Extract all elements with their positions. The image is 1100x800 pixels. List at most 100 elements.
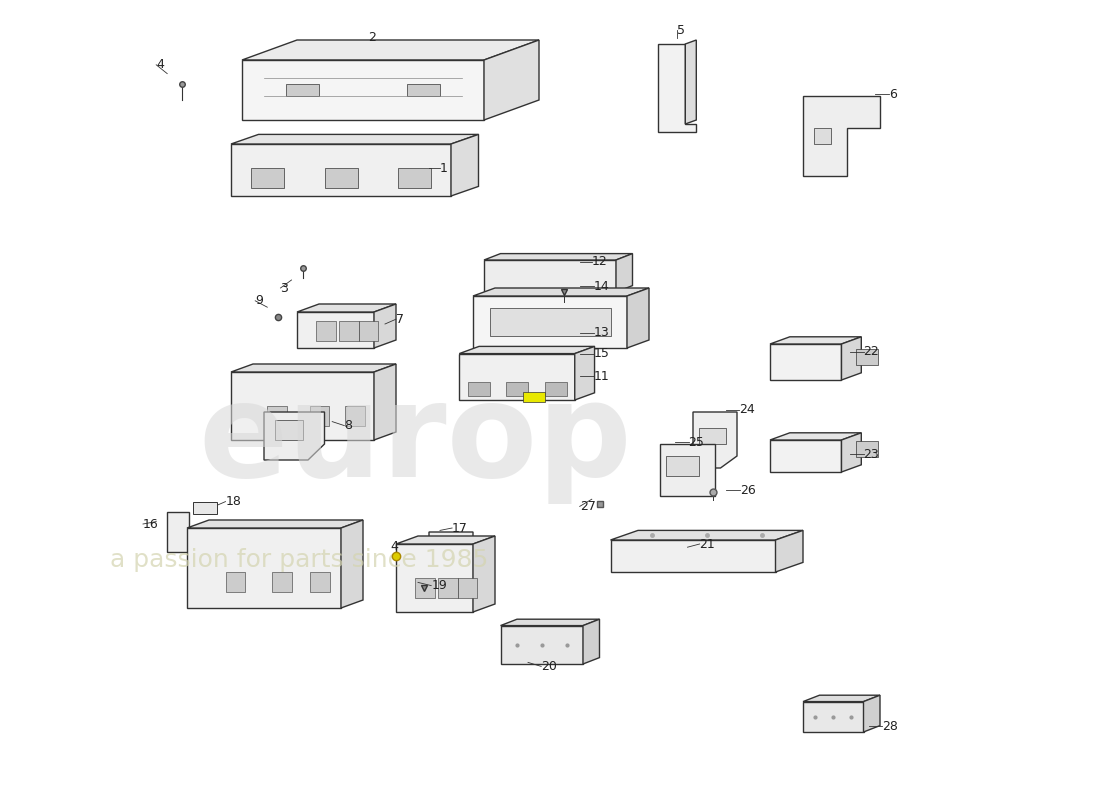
Polygon shape [484,254,632,260]
Polygon shape [842,337,861,380]
Bar [814,128,830,144]
Text: 14: 14 [594,280,609,293]
Bar [339,321,359,341]
Bar [226,572,245,592]
Bar [251,169,284,189]
Text: 15: 15 [594,347,609,360]
Polygon shape [484,40,539,120]
Bar [856,441,878,457]
Text: 26: 26 [740,484,756,497]
Bar [266,406,286,426]
Polygon shape [374,364,396,440]
Polygon shape [396,544,473,612]
Polygon shape [864,695,880,732]
Polygon shape [451,134,478,196]
Polygon shape [610,530,803,540]
Bar [506,382,528,396]
Text: 20: 20 [541,660,557,673]
Bar [310,572,330,592]
Text: 3: 3 [280,282,288,294]
Text: 2: 2 [368,31,376,44]
Polygon shape [341,520,363,608]
Text: 11: 11 [594,370,609,382]
Polygon shape [460,354,574,400]
Polygon shape [574,346,594,400]
Polygon shape [242,40,539,60]
Polygon shape [660,444,715,496]
Text: 28: 28 [882,720,898,733]
Polygon shape [803,702,864,732]
Text: 16: 16 [143,518,158,530]
Polygon shape [616,254,632,292]
Polygon shape [803,695,880,702]
Text: 24: 24 [739,403,755,416]
Polygon shape [473,536,495,612]
Bar [416,578,436,598]
Polygon shape [500,619,600,626]
Bar [468,382,490,396]
Polygon shape [583,619,600,664]
Polygon shape [231,364,396,372]
Polygon shape [803,96,880,176]
Polygon shape [429,532,473,596]
Polygon shape [231,134,478,144]
Bar [666,456,698,476]
Text: 13: 13 [594,326,609,339]
Text: 19: 19 [431,579,447,592]
Bar [544,382,566,396]
Bar [407,83,440,96]
Text: 17: 17 [452,522,468,534]
Text: 23: 23 [864,448,879,461]
Bar [438,578,458,598]
Text: 9: 9 [255,294,263,307]
Polygon shape [231,144,451,196]
Polygon shape [610,540,775,572]
Polygon shape [374,304,396,348]
Polygon shape [776,530,803,572]
Text: 4: 4 [156,58,164,71]
Polygon shape [473,296,627,348]
Polygon shape [658,44,696,132]
Polygon shape [500,626,583,664]
Text: a passion for parts since 1985: a passion for parts since 1985 [110,548,488,572]
Polygon shape [770,344,842,380]
Bar [359,321,378,341]
Polygon shape [770,337,861,344]
Polygon shape [242,60,484,120]
Polygon shape [770,433,861,440]
Bar [275,420,302,440]
Bar [522,392,544,402]
Text: 12: 12 [592,255,607,268]
Text: 7: 7 [396,313,404,326]
Polygon shape [231,372,374,440]
Polygon shape [187,520,363,528]
Text: europ: europ [198,377,631,503]
Text: 8: 8 [344,419,352,432]
Polygon shape [396,536,495,544]
Polygon shape [297,304,396,312]
Polygon shape [167,512,189,552]
Bar [856,349,878,365]
Text: 6: 6 [889,88,896,101]
Polygon shape [490,308,610,336]
Text: 5: 5 [676,24,684,37]
Text: 21: 21 [700,538,715,550]
Text: 18: 18 [226,495,241,508]
Polygon shape [187,528,341,608]
Bar [324,169,358,189]
Bar [345,406,365,426]
Polygon shape [460,346,594,354]
Bar [398,169,431,189]
Bar [286,83,319,96]
Polygon shape [473,288,649,296]
Polygon shape [770,440,842,472]
Text: 25: 25 [689,436,704,449]
Polygon shape [264,412,324,460]
Polygon shape [693,412,737,468]
Bar [272,572,292,592]
Bar [192,502,217,514]
Polygon shape [297,312,374,348]
Text: 1: 1 [440,162,448,174]
Polygon shape [842,433,861,472]
Bar [698,428,726,444]
